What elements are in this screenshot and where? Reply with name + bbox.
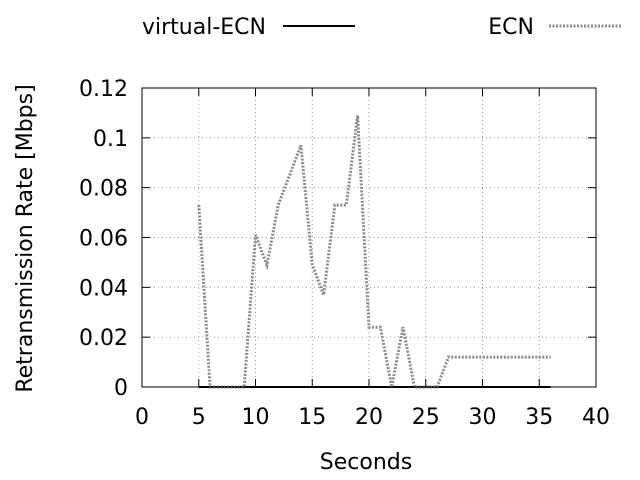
x-axis-title: Seconds	[320, 450, 412, 475]
x-tick-label: 10	[242, 405, 270, 430]
series-line-2	[197, 115, 551, 389]
legend: virtual-ECN ECN	[142, 15, 621, 40]
legend-label: virtual-ECN	[142, 15, 266, 40]
series-lines	[197, 115, 551, 389]
y-tick-label: 0.08	[79, 177, 128, 202]
legend-label: ECN	[488, 15, 534, 40]
x-tick-label: 30	[469, 405, 497, 430]
grid	[142, 88, 596, 387]
y-tick-label: 0	[114, 376, 128, 401]
x-tick-label: 0	[135, 405, 149, 430]
y-tick-label: 0.12	[79, 77, 128, 102]
y-tick-label: 0.02	[79, 326, 128, 351]
y-tick-label: 0.06	[79, 227, 128, 252]
y-tick-label: 0.04	[79, 276, 128, 301]
x-tick-label: 40	[582, 405, 610, 430]
x-tick-label: 35	[525, 405, 553, 430]
x-tick-label: 5	[192, 405, 206, 430]
x-tick-label: 20	[355, 405, 383, 430]
x-tick-label: 15	[298, 405, 326, 430]
x-tick-label: 25	[412, 405, 440, 430]
y-axis-title: Retransmission Rate [Mbps]	[13, 84, 38, 392]
axis-ticks: 0 5 10 15 20 25 30 35 40 0 0.02 0.04 0.06 0.08 0.1 0.12	[79, 77, 610, 430]
y-tick-label: 0.1	[93, 127, 128, 152]
